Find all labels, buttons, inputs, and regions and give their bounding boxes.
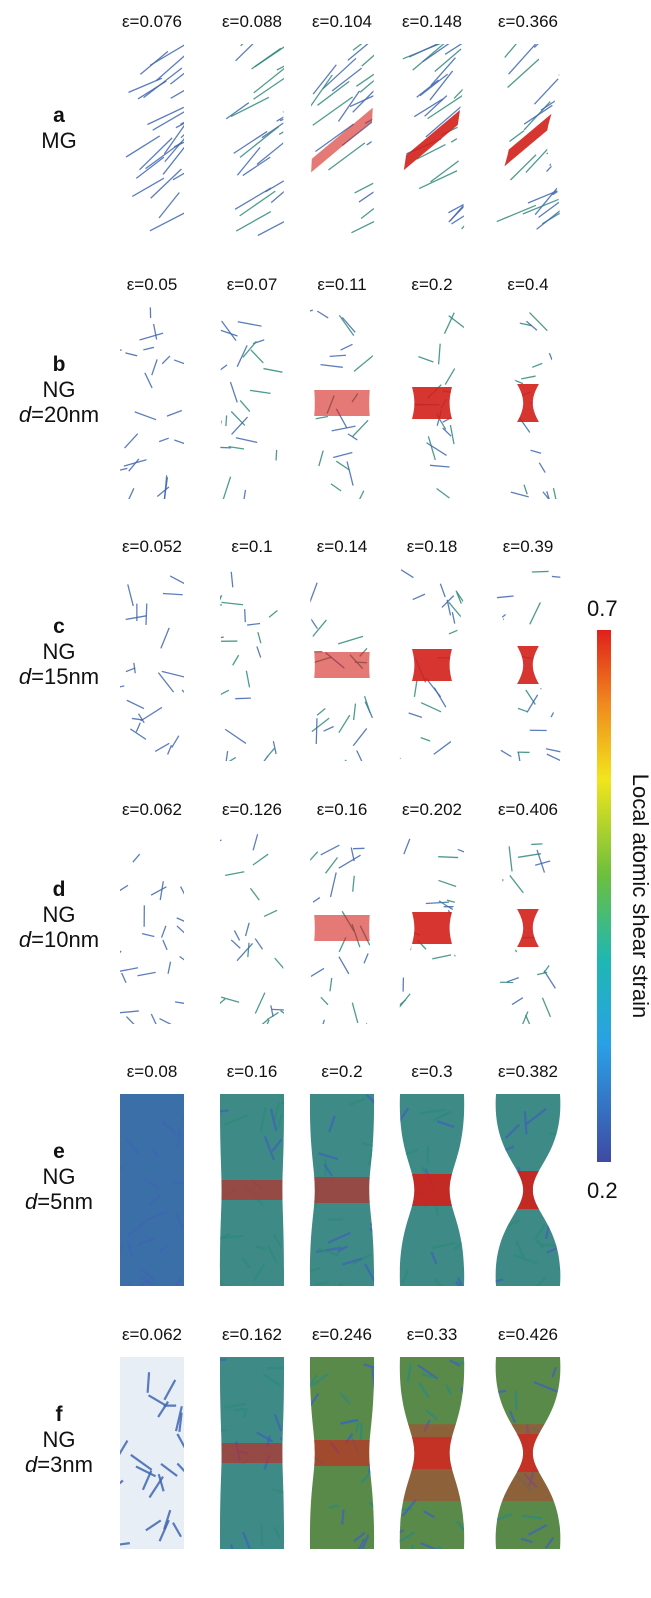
- specimen-c-2: [219, 569, 285, 761]
- strain-label: ε=0.3: [411, 1062, 453, 1081]
- grain-size-symbol: d: [25, 1452, 38, 1478]
- strain-label: ε=0.18: [406, 537, 458, 556]
- specimen-c-3: [309, 569, 375, 761]
- strain-label: ε=0.33: [406, 1325, 458, 1344]
- specimen-e-2: [219, 1094, 285, 1286]
- row-label-b: b NG d=20nm: [0, 353, 118, 428]
- specimen-b-5: [495, 307, 561, 499]
- strain-label: ε=0.14: [316, 537, 368, 556]
- strain-label: ε=0.382: [497, 1062, 559, 1081]
- material-label: NG: [42, 639, 76, 665]
- strain-label: ε=0.076: [121, 12, 183, 31]
- strain-label: ε=0.104: [311, 12, 373, 31]
- specimen-b-4: [399, 307, 465, 499]
- strain-label: ε=0.2: [321, 1062, 363, 1081]
- specimen-a-1: [120, 44, 184, 236]
- grain-size-symbol: d: [18, 664, 32, 690]
- strain-label: ε=0.406: [497, 800, 559, 819]
- strain-label: ε=0.126: [221, 800, 283, 819]
- specimen-f-5: [495, 1357, 561, 1549]
- colorbar-min-label: 0.2: [587, 1178, 618, 1203]
- specimen-b-2: [219, 307, 285, 499]
- strain-label: ε=0.148: [401, 12, 463, 31]
- row-label-f: f NG d=3nm: [0, 1403, 118, 1478]
- specimen-c-4: [399, 569, 465, 761]
- strain-label: ε=0.162: [221, 1325, 283, 1344]
- specimen-c-1: [120, 569, 184, 761]
- panel-letter: d: [52, 878, 66, 901]
- specimen-d-3: [309, 832, 375, 1024]
- panel-letter: a: [53, 104, 65, 127]
- grain-size-value: =15nm: [31, 664, 100, 690]
- material-label: NG: [42, 902, 76, 928]
- specimen-f-3: [309, 1357, 375, 1549]
- row-label-c: c NG d=15nm: [0, 615, 118, 690]
- strain-label: ε=0.1: [231, 537, 273, 556]
- strain-label: ε=0.07: [226, 275, 278, 294]
- material-label: NG: [42, 1427, 76, 1453]
- specimen-c-5: [495, 569, 561, 761]
- strain-label: ε=0.062: [121, 1325, 183, 1344]
- colorbar: [597, 630, 611, 1162]
- row-label-e: e NG d=5nm: [0, 1140, 118, 1215]
- strain-label: ε=0.05: [126, 275, 178, 294]
- strain-label: ε=0.062: [121, 800, 183, 819]
- strain-label: ε=0.088: [221, 12, 283, 31]
- grain-size-symbol: d: [18, 402, 32, 428]
- strain-label: ε=0.16: [226, 1062, 278, 1081]
- specimen-d-4: [399, 832, 465, 1024]
- strain-label: ε=0.052: [121, 537, 183, 556]
- colorbar-max-label: 0.7: [587, 596, 618, 621]
- specimen-a-3: [309, 44, 375, 236]
- grain-size-label: d=20nm: [0, 402, 118, 427]
- strain-label: ε=0.202: [401, 800, 463, 819]
- grain-size-symbol: d: [18, 927, 32, 953]
- grain-size-value: =20nm: [31, 402, 100, 428]
- grain-size-label: d=3nm: [0, 1452, 118, 1477]
- specimen-b-1: [120, 307, 184, 499]
- strain-label: ε=0.39: [502, 537, 554, 556]
- grain-size-label: d=10nm: [0, 927, 118, 952]
- material-label: MG: [41, 128, 77, 154]
- panel-letter: b: [52, 353, 66, 376]
- strain-label: ε=0.16: [316, 800, 368, 819]
- strain-label: ε=0.366: [497, 12, 559, 31]
- strain-label: ε=0.426: [497, 1325, 559, 1344]
- strain-label: ε=0.4: [507, 275, 549, 294]
- grain-size-symbol: d: [25, 1189, 38, 1215]
- specimen-d-1: [120, 832, 184, 1024]
- row-label-a: a MG: [0, 104, 118, 153]
- strain-label: ε=0.08: [126, 1062, 178, 1081]
- strain-label: ε=0.2: [411, 275, 453, 294]
- strain-label: ε=0.246: [311, 1325, 373, 1344]
- grain-size-label: d=15nm: [0, 664, 118, 689]
- specimen-f-1: [120, 1357, 184, 1549]
- grain-size-value: =10nm: [31, 927, 100, 953]
- specimen-f-2: [219, 1357, 285, 1549]
- strain-label: ε=0.11: [317, 275, 367, 294]
- specimen-d-5: [495, 832, 561, 1024]
- grain-size-value: =3nm: [37, 1452, 93, 1478]
- panel-letter: e: [53, 1140, 65, 1163]
- specimen-b-3: [309, 307, 375, 499]
- row-label-d: d NG d=10nm: [0, 878, 118, 953]
- specimen-e-1: [120, 1094, 184, 1286]
- specimen-e-4: [399, 1094, 465, 1286]
- specimen-a-2: [219, 44, 285, 236]
- specimen-a-5: [495, 44, 561, 236]
- material-label: NG: [42, 377, 76, 403]
- panel-letter: c: [53, 615, 65, 638]
- specimen-a-4: [399, 44, 465, 236]
- specimen-e-5: [495, 1094, 561, 1286]
- specimen-f-4: [399, 1357, 465, 1549]
- grain-size-value: =5nm: [37, 1189, 93, 1215]
- grain-size-label: d=5nm: [0, 1189, 118, 1214]
- colorbar-title: Local atomic shear strain: [628, 773, 651, 1019]
- panel-letter: f: [55, 1403, 63, 1426]
- specimen-e-3: [309, 1094, 375, 1286]
- specimen-d-2: [219, 832, 285, 1024]
- material-label: NG: [42, 1164, 76, 1190]
